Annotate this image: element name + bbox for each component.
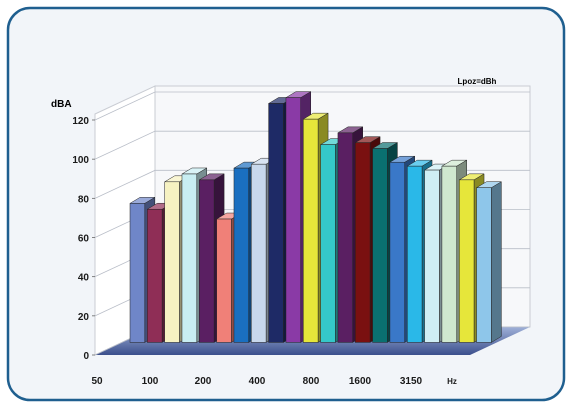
- y-axis-ticks: 0 20 40 60 80 100 120: [72, 116, 95, 362]
- x-tick-label: 200: [195, 376, 212, 387]
- legend-label: Lpoz=dBh: [458, 77, 497, 86]
- x-tick-label: 400: [249, 376, 266, 387]
- x-tick-label: 3150: [400, 376, 423, 387]
- y-tick-label: 100: [72, 155, 89, 166]
- x-tick-label: 800: [303, 376, 320, 387]
- y-tick-label: 60: [78, 234, 90, 245]
- x-tick-label: 100: [142, 376, 159, 387]
- y-tick-label: 0: [83, 351, 89, 362]
- bars: [129, 91, 503, 343]
- gridline: [94, 130, 530, 160]
- y-tick-label: 80: [78, 194, 90, 205]
- y-tick-label: 20: [78, 312, 90, 323]
- y-tick-label: 40: [78, 273, 90, 284]
- gridline: [94, 91, 530, 121]
- x-axis-ticks: 50 100 200 400 800 1600 3150 Hz: [91, 376, 456, 387]
- y-tick-label: 120: [72, 116, 89, 127]
- x-tick-label: 1600: [349, 376, 372, 387]
- bar: [475, 181, 503, 343]
- y-axis-label: dBA: [51, 99, 72, 110]
- x-tick-label: Hz: [447, 377, 457, 386]
- x-tick-label: 50: [91, 376, 103, 387]
